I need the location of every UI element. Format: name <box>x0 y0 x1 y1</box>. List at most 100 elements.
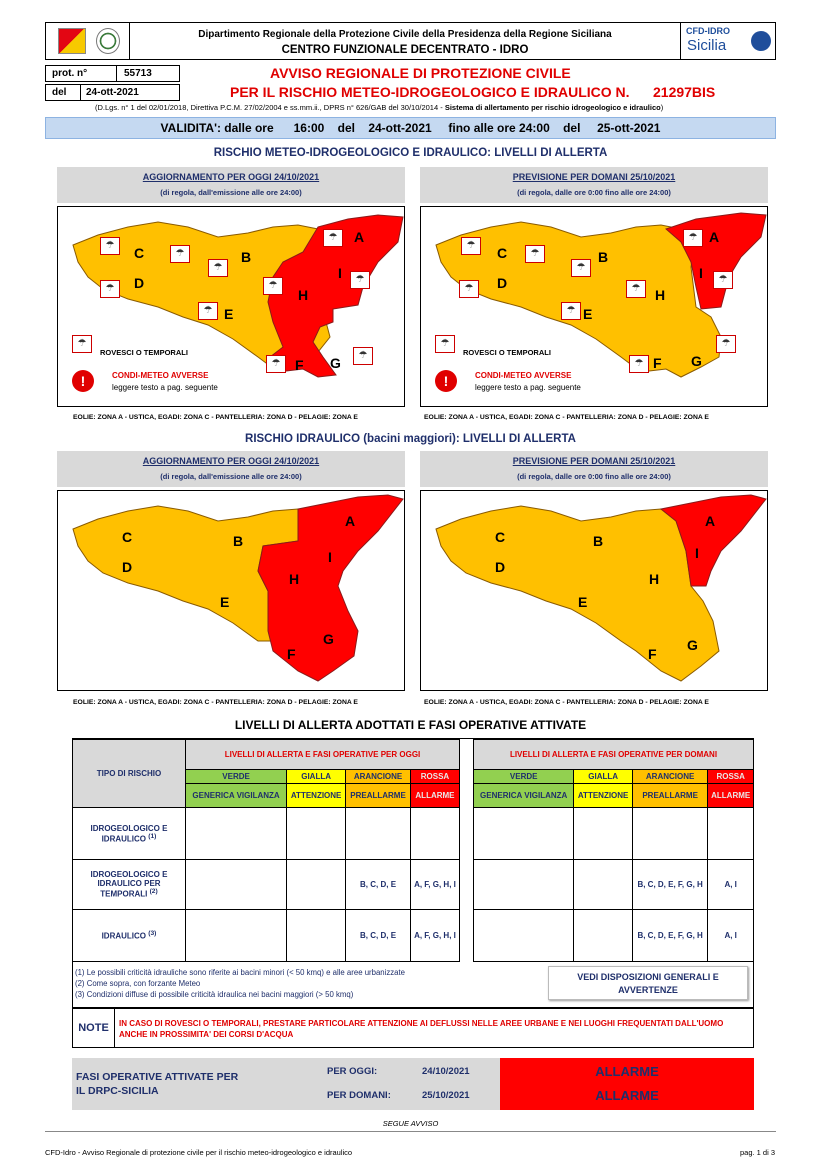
zone-b: B <box>598 249 609 265</box>
s2-right-head: PREVISIONE PER DOMANI 25/10/2021 (di reg… <box>420 451 768 487</box>
zone-a: A <box>709 229 720 245</box>
del-box: del 24-ott-2021 <box>45 84 180 101</box>
footnote-1: (1) Le possibili criticità idrauliche so… <box>75 968 406 977</box>
dept-name: Dipartimento Regionale della Protezione … <box>198 29 612 40</box>
cell <box>573 807 633 860</box>
vedi-disposizioni-link[interactable]: VEDI DISPOSIZIONI GENERALI E AVVERTENZE <box>548 966 748 1000</box>
col-verde-sub: GENERICA VIGILANZA <box>472 783 575 808</box>
cfd-idro-logo: CFD-IDRO Sicilia <box>680 22 776 60</box>
zone-e: E <box>583 306 593 322</box>
zone-g: G <box>687 637 698 653</box>
fasi-domani-date: 25/10/2021 <box>422 1090 470 1101</box>
storm-legend-icon: ☂ <box>72 335 92 353</box>
cell <box>345 807 411 860</box>
s2-left-sub: (di regola, dall'emissione alle ore 24:0… <box>160 472 302 481</box>
row-sup: (3) <box>148 930 157 938</box>
warning-icon: ! <box>72 370 94 392</box>
col-arancione-sub: PREALLARME <box>631 783 709 808</box>
legal-text: (D.Lgs. n° 1 del 02/01/2018, Direttiva P… <box>95 103 445 112</box>
cell <box>707 807 754 860</box>
storm-icon: ☂ <box>459 280 479 298</box>
zone-a: A <box>345 513 356 529</box>
zone-b: B <box>241 249 252 265</box>
col-arancione-sub: PREALLARME <box>345 783 411 808</box>
oggi-header: LIVELLI DI ALLERTA E FASI OPERATIVE PER … <box>185 739 460 770</box>
s1-right-head: PREVISIONE PER DOMANI 25/10/2021 (di reg… <box>420 167 768 203</box>
footnotes: (1) Le possibili criticità idrauliche so… <box>75 967 405 1000</box>
sicily-flag-logo <box>58 28 86 54</box>
storm-icon: ☂ <box>713 271 733 289</box>
fasi-domani-state: ALLARME <box>595 1088 659 1103</box>
col-gialla: GIALLA <box>573 769 633 784</box>
fasi-label: FASI OPERATIVE ATTIVATE PER IL DRPC-SICI… <box>76 1071 239 1097</box>
cell <box>573 909 633 962</box>
s1-left-head: AGGIORNAMENTO PER OGGI 24/10/2021 (di re… <box>57 167 405 203</box>
page-number: pag. 1 di 3 <box>740 1148 776 1157</box>
cell <box>472 807 575 860</box>
cell: A, F, G, H, I <box>409 859 461 910</box>
sicily-red <box>659 494 767 587</box>
leggere-label: leggere testo a pag. seguente <box>112 383 218 392</box>
col-verde: VERDE <box>472 769 575 784</box>
domani-header: LIVELLI DI ALLERTA E FASI OPERATIVE PER … <box>473 739 754 770</box>
cell <box>184 909 288 962</box>
levels-table-oggi: TIPO DI RISCHIO LIVELLI DI ALLERTA E FAS… <box>72 739 461 962</box>
row-label-text: IDROGEOLOGICO E IDRAULICO <box>90 823 168 844</box>
zone-h: H <box>649 571 660 587</box>
storm-icon: ☂ <box>353 347 373 365</box>
zone-g: G <box>330 355 341 371</box>
sicily-red <box>257 494 404 682</box>
col-rossa-sub: ALLARME <box>707 783 754 808</box>
storm-icon: ☂ <box>561 302 581 320</box>
eolie-note: EOLIE: ZONA A - USTICA, EGADI: ZONA C - … <box>73 414 358 421</box>
col-rossa-sub: ALLARME <box>409 783 461 808</box>
sicily-icon <box>751 31 771 51</box>
storm-icon: ☂ <box>350 271 370 289</box>
zone-b: B <box>593 533 604 549</box>
s1-right-title: PREVISIONE PER DOMANI 25/10/2021 <box>512 172 676 182</box>
cell <box>409 807 461 860</box>
cell: B, C, D, E <box>345 859 411 910</box>
validity-text: VALIDITA': dalle ore 16:00 del 24-ott-20… <box>160 121 661 135</box>
del-value: 24-ott-2021 <box>86 87 139 98</box>
cell <box>184 807 288 860</box>
zone-h: H <box>289 571 300 587</box>
storm-icon: ☂ <box>323 229 343 247</box>
storm-icon: ☂ <box>100 280 120 298</box>
cell <box>286 807 347 860</box>
validity-bar: VALIDITA': dalle ore 16:00 del 24-ott-20… <box>45 117 776 139</box>
col-verde: VERDE <box>184 769 288 784</box>
condi-label: CONDI-METEO AVVERSE <box>475 371 572 380</box>
map-meteo-domani: C B D H E A I F G ☂ ☂ ☂ ☂ ☂ ☂ ☂ ☂ ☂ ☂ ☂ … <box>420 206 768 407</box>
col-rossa: ROSSA <box>707 769 754 784</box>
storm-icon: ☂ <box>683 229 703 247</box>
zone-a: A <box>354 229 365 245</box>
cell: B, C, D, E, F, G, H <box>631 909 709 962</box>
segue-avviso: SEGUE AVVISO <box>382 1119 439 1128</box>
storm-icon: ☂ <box>626 280 646 298</box>
zone-d: D <box>495 559 506 575</box>
logo-text-top: CFD-IDRO <box>686 26 730 36</box>
eolie-note: EOLIE: ZONA A - USTICA, EGADI: ZONA C - … <box>424 699 709 706</box>
zone-i: I <box>338 265 342 281</box>
cell <box>631 807 709 860</box>
storm-icon: ☂ <box>629 355 649 373</box>
col-gialla-sub: ATTENZIONE <box>286 783 347 808</box>
cell <box>573 859 633 910</box>
col-gialla-sub: ATTENZIONE <box>573 783 633 808</box>
map-idraulico-domani: C B D H E A I F G <box>420 490 768 691</box>
row-sup: (1) <box>148 832 157 840</box>
cell <box>472 909 575 962</box>
cell <box>472 859 575 910</box>
row-sup: (2) <box>149 888 158 896</box>
storm-icon: ☂ <box>263 277 283 295</box>
note-text: IN CASO DI ROVESCI O TEMPORALI, PRESTARE… <box>119 1019 724 1039</box>
col-rossa: ROSSA <box>409 769 461 784</box>
centro-name: CENTRO FUNZIONALE DECENTRATO - IDRO <box>281 44 529 56</box>
s1-left-title: AGGIORNAMENTO PER OGGI 24/10/2021 <box>142 172 320 182</box>
condi-label: CONDI-METEO AVVERSE <box>112 371 209 380</box>
zone-e: E <box>224 306 234 322</box>
cell <box>286 859 347 910</box>
row-label-text: IDROGEOLOGICO E IDRAULICO PER TEMPORALI <box>90 870 168 899</box>
storm-icon: ☂ <box>461 237 481 255</box>
